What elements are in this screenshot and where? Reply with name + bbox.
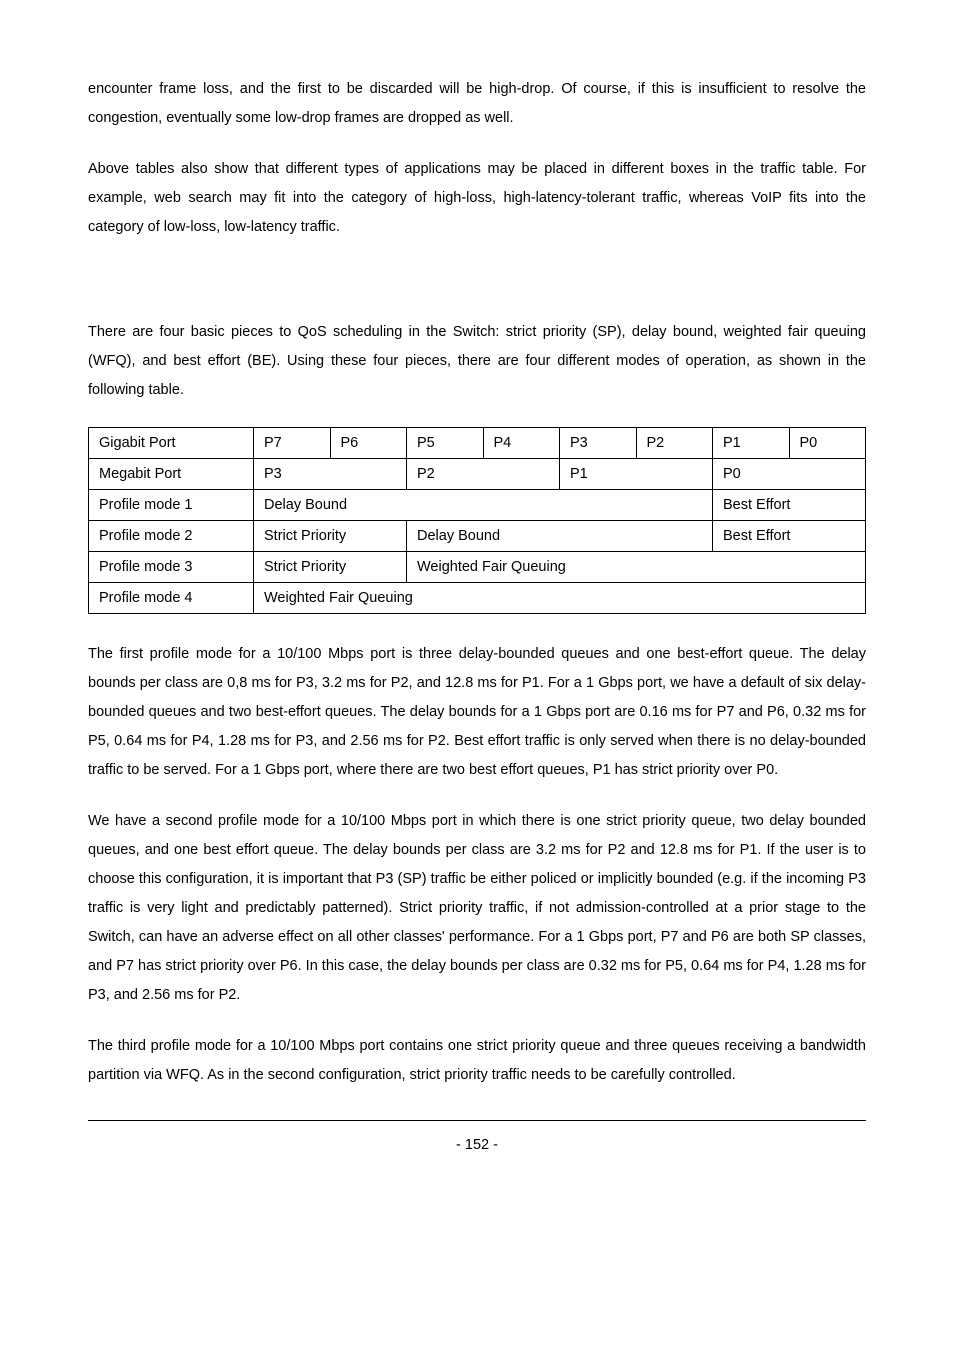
cell: Strict Priority [254,552,407,583]
cell: P0 [713,459,866,490]
cell: P7 [254,428,331,459]
paragraph-4: The first profile mode for a 10/100 Mbps… [88,640,866,785]
cell-label: Profile mode 3 [89,552,254,583]
cell: Best Effort [713,490,866,521]
cell: Delay Bound [254,490,713,521]
cell: P1 [713,428,790,459]
cell: P3 [560,428,637,459]
paragraph-2: Above tables also show that different ty… [88,155,866,242]
cell: Weighted Fair Queuing [407,552,866,583]
paragraph-3: There are four basic pieces to QoS sched… [88,318,866,405]
cell-label: Profile mode 4 [89,583,254,614]
cell: P2 [407,459,560,490]
cell: P1 [560,459,713,490]
cell: P0 [789,428,866,459]
cell: P5 [407,428,484,459]
cell: P3 [254,459,407,490]
cell: Weighted Fair Queuing [254,583,866,614]
table-row: Gigabit Port P7 P6 P5 P4 P3 P2 P1 P0 [89,428,866,459]
paragraph-1: encounter frame loss, and the first to b… [88,75,866,133]
table-row: Profile mode 2 Strict Priority Delay Bou… [89,521,866,552]
cell-label: Profile mode 1 [89,490,254,521]
table-row: Profile mode 3 Strict Priority Weighted … [89,552,866,583]
cell-label: Megabit Port [89,459,254,490]
paragraph-6: The third profile mode for a 10/100 Mbps… [88,1032,866,1090]
qos-table: Gigabit Port P7 P6 P5 P4 P3 P2 P1 P0 Meg… [88,427,866,614]
section-spacer [88,264,866,304]
cell-label: Profile mode 2 [89,521,254,552]
page-container: encounter frame loss, and the first to b… [0,0,954,1351]
cell-label: Gigabit Port [89,428,254,459]
paragraph-5: We have a second profile mode for a 10/1… [88,807,866,1010]
cell: P6 [330,428,407,459]
table-row: Megabit Port P3 P2 P1 P0 [89,459,866,490]
table-row: Profile mode 1 Delay Bound Best Effort [89,490,866,521]
page-number: - 152 - [88,1121,866,1153]
table-row: Profile mode 4 Weighted Fair Queuing [89,583,866,614]
cell: Strict Priority [254,521,407,552]
cell: Delay Bound [407,521,713,552]
cell: P2 [636,428,713,459]
cell: Best Effort [713,521,866,552]
cell: P4 [483,428,560,459]
